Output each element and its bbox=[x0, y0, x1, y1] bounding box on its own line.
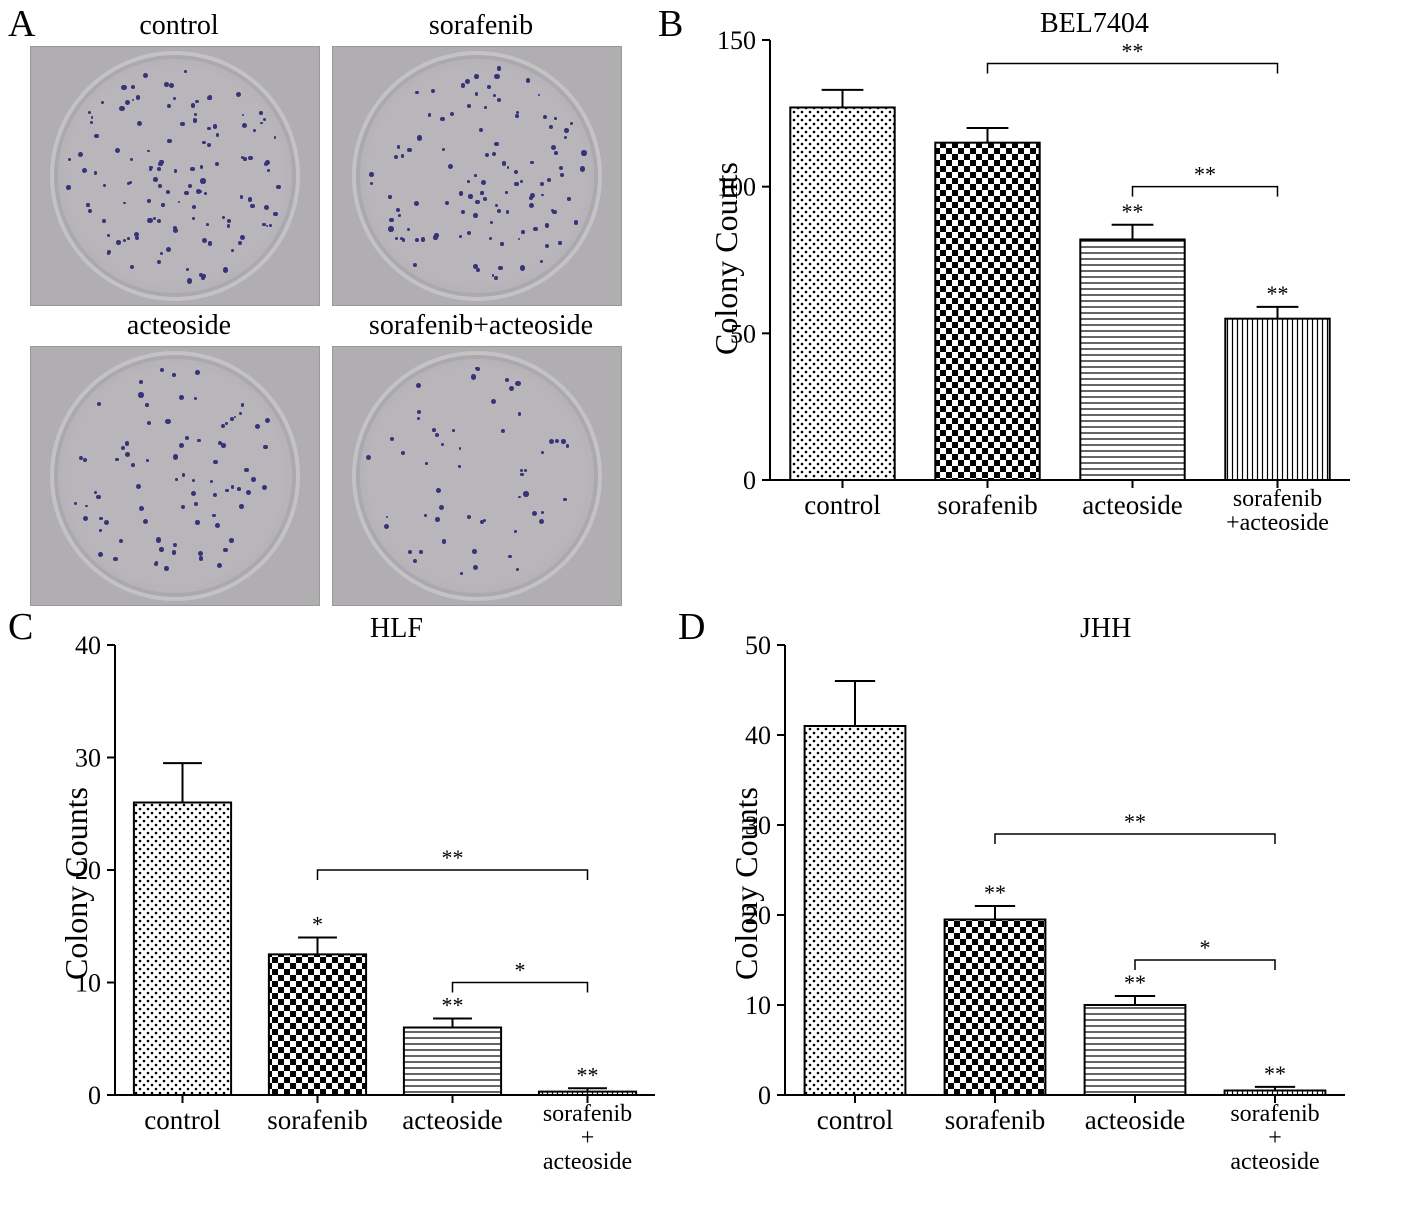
svg-text:acteoside: acteoside bbox=[1082, 490, 1182, 520]
svg-text:**: ** bbox=[442, 993, 464, 1018]
dish-combo bbox=[332, 346, 622, 606]
svg-text:*: * bbox=[515, 958, 526, 983]
dish-label-combo: sorafenib+acteoside bbox=[332, 310, 630, 342]
svg-text:**: ** bbox=[1194, 162, 1216, 187]
panel-b-title: BEL7404 bbox=[1040, 8, 1149, 40]
dish-label-acteoside: acteoside bbox=[30, 310, 328, 342]
panel-b-chart: 050100150controlsorafenib**acteoside**so… bbox=[700, 10, 1400, 590]
svg-text:+: + bbox=[581, 1125, 595, 1151]
dish-label-control: control bbox=[30, 10, 328, 42]
svg-text:acteoside: acteoside bbox=[1230, 1149, 1319, 1175]
svg-text:**: ** bbox=[1267, 281, 1289, 306]
panel-c-title: HLF bbox=[370, 613, 423, 645]
figure-container: A control sorafenib acteoside sorafenib+… bbox=[0, 0, 1418, 1225]
panel-b-ylabel: Colony Counts bbox=[708, 162, 745, 355]
svg-text:**: ** bbox=[1124, 809, 1146, 834]
svg-text:+: + bbox=[1268, 1125, 1282, 1151]
svg-text:**: ** bbox=[1122, 199, 1144, 224]
svg-text:30: 30 bbox=[75, 744, 101, 773]
dish-control bbox=[30, 46, 320, 306]
svg-text:50: 50 bbox=[745, 631, 771, 660]
panel-c-ylabel: Colony Counts bbox=[58, 787, 95, 980]
svg-text:**: ** bbox=[1124, 970, 1146, 995]
svg-text:*: * bbox=[1200, 935, 1211, 960]
panel-d-title: JHH bbox=[1080, 613, 1131, 645]
svg-text:control: control bbox=[804, 490, 880, 520]
svg-text:**: ** bbox=[442, 845, 464, 870]
panel-d-ylabel: Colony Counts bbox=[728, 787, 765, 980]
svg-text:sorafenib: sorafenib bbox=[543, 1101, 632, 1127]
svg-text:sorafenib: sorafenib bbox=[945, 1105, 1045, 1135]
svg-text:10: 10 bbox=[745, 991, 771, 1020]
svg-text:sorafenib: sorafenib bbox=[1230, 1101, 1319, 1127]
svg-text:acteoside: acteoside bbox=[402, 1105, 502, 1135]
panel-d-chart: 01020304050control**sorafenib**acteoside… bbox=[720, 615, 1400, 1215]
svg-text:**: ** bbox=[1264, 1061, 1286, 1086]
svg-text:**: ** bbox=[1122, 38, 1144, 63]
svg-text:40: 40 bbox=[745, 721, 771, 750]
svg-text:+acteoside: +acteoside bbox=[1226, 510, 1329, 536]
svg-text:control: control bbox=[817, 1105, 893, 1135]
panel-c-chart: 010203040control*sorafenib**acteoside**s… bbox=[50, 615, 700, 1215]
svg-text:acteoside: acteoside bbox=[1085, 1105, 1185, 1135]
dish-grid: control sorafenib acteoside sorafenib+ac… bbox=[30, 10, 630, 590]
dish-acteoside bbox=[30, 346, 320, 606]
svg-text:150: 150 bbox=[717, 26, 756, 55]
svg-text:*: * bbox=[312, 912, 323, 937]
panel-c-label: C bbox=[8, 605, 33, 649]
svg-text:**: ** bbox=[577, 1062, 599, 1087]
panel-b: BEL7404 Colony Counts 050100150controlso… bbox=[700, 10, 1400, 590]
dish-sorafenib bbox=[332, 46, 622, 306]
panel-d: JHH Colony Counts 01020304050control**so… bbox=[720, 615, 1400, 1215]
svg-text:0: 0 bbox=[88, 1081, 101, 1110]
panel-a: control sorafenib acteoside sorafenib+ac… bbox=[30, 10, 630, 590]
panel-b-label: B bbox=[658, 2, 683, 46]
panel-d-label: D bbox=[678, 605, 705, 649]
panel-c: HLF Colony Counts 010203040control*soraf… bbox=[50, 615, 700, 1215]
svg-text:acteoside: acteoside bbox=[543, 1149, 632, 1175]
svg-text:control: control bbox=[144, 1105, 220, 1135]
svg-text:**: ** bbox=[984, 880, 1006, 905]
dish-label-sorafenib: sorafenib bbox=[332, 10, 630, 42]
svg-text:sorafenib: sorafenib bbox=[937, 490, 1037, 520]
svg-text:0: 0 bbox=[758, 1081, 771, 1110]
svg-text:sorafenib: sorafenib bbox=[1233, 486, 1322, 512]
svg-text:0: 0 bbox=[743, 466, 756, 495]
svg-text:40: 40 bbox=[75, 631, 101, 660]
svg-text:sorafenib: sorafenib bbox=[267, 1105, 367, 1135]
